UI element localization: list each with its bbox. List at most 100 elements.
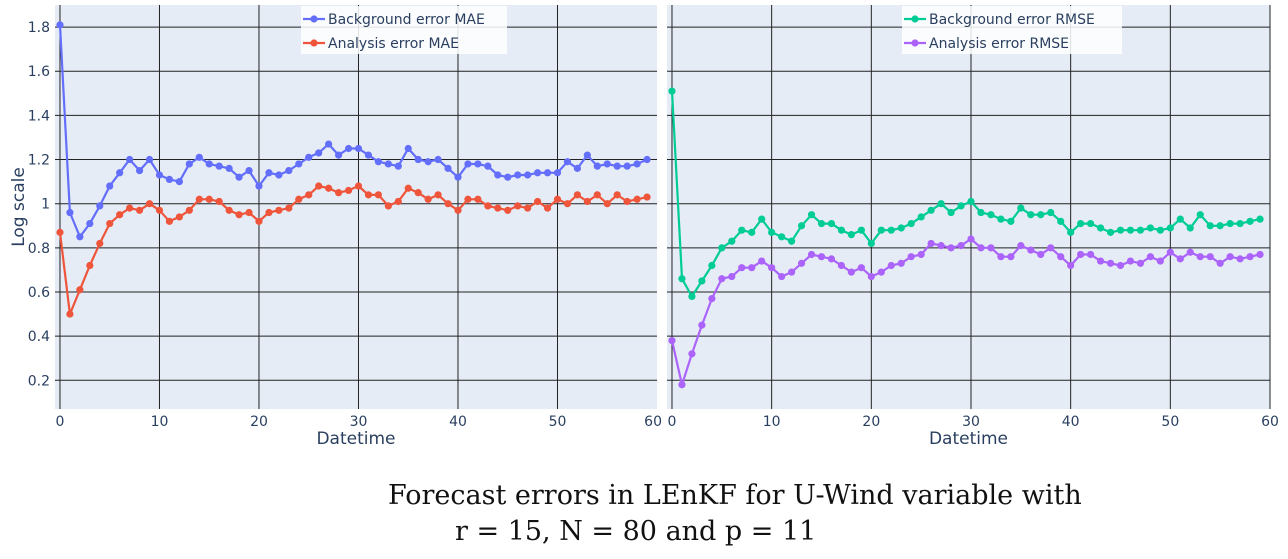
x-axis-title: Datetime — [929, 429, 1008, 449]
data-point — [867, 239, 875, 248]
data-point — [1106, 259, 1115, 267]
data-point — [305, 153, 313, 161]
legend-item[interactable]: Background error RMSE — [904, 12, 1095, 28]
data-point — [265, 169, 273, 177]
data-point — [185, 160, 193, 168]
data-point — [444, 164, 452, 172]
data-point — [484, 202, 492, 210]
data-point — [1106, 228, 1115, 236]
data-point — [668, 336, 676, 345]
data-point — [225, 164, 233, 172]
data-point — [265, 208, 273, 217]
data-point — [195, 153, 203, 161]
data-point — [424, 195, 432, 203]
series-mae-1 — [56, 182, 651, 318]
data-point — [847, 268, 855, 276]
data-point — [255, 217, 263, 225]
data-point — [96, 239, 104, 248]
data-point — [66, 310, 74, 318]
data-point — [66, 208, 74, 217]
data-point — [404, 144, 412, 153]
data-point — [165, 175, 174, 184]
x-tick-label: 20 — [250, 414, 268, 430]
legend: Background error MAE Analysis error MAE — [301, 6, 507, 54]
data-point — [768, 228, 776, 236]
legend-item[interactable]: Background error MAE — [303, 12, 485, 28]
data-point — [145, 200, 154, 208]
plot-area — [667, 5, 1270, 409]
data-point — [404, 184, 412, 192]
legend-item[interactable]: Analysis error MAE — [303, 36, 459, 52]
y-tick-label: 1.8 — [28, 20, 50, 36]
data-point — [1126, 257, 1135, 265]
data-point — [474, 195, 482, 203]
data-point — [76, 286, 84, 294]
data-point — [86, 261, 94, 270]
figure-caption-line2: r = 15, N = 80 and p = 11 — [455, 516, 817, 547]
data-point — [215, 197, 223, 206]
legend-item[interactable]: Analysis error RMSE — [904, 36, 1069, 52]
data-point — [623, 197, 631, 206]
data-point — [514, 202, 522, 210]
data-point — [1256, 250, 1264, 259]
data-point — [106, 219, 114, 228]
legend-label: Background error MAE — [328, 12, 485, 28]
legend-label: Background error RMSE — [929, 12, 1095, 28]
data-point — [384, 160, 392, 168]
x-tick-label: 10 — [763, 414, 781, 430]
data-point — [583, 197, 591, 206]
chart-panel-rmse: 0 10 20 30 40 50 60 Datetime Background error RM… — [667, 5, 1279, 449]
data-point — [295, 160, 303, 168]
data-point — [728, 272, 736, 281]
data-point — [857, 264, 865, 272]
data-point — [613, 162, 621, 170]
data-point — [145, 155, 154, 164]
data-point — [235, 211, 243, 219]
data-point — [887, 261, 895, 270]
data-point — [175, 213, 183, 221]
data-point — [305, 191, 313, 199]
y-tick-label: 0.2 — [28, 373, 50, 389]
x-tick-label: 0 — [668, 414, 677, 430]
data-point — [275, 206, 283, 214]
data-point — [1126, 226, 1135, 234]
data-point — [1007, 217, 1015, 225]
x-tick-label: 60 — [1261, 414, 1279, 430]
data-point — [1186, 248, 1194, 256]
data-point — [987, 244, 995, 252]
data-point — [583, 151, 591, 159]
data-point — [688, 350, 696, 358]
data-point — [678, 381, 686, 389]
data-point — [1246, 253, 1254, 261]
data-point — [524, 171, 532, 179]
data-point — [708, 295, 716, 303]
series-rmse-1 — [668, 235, 1264, 389]
x-tick-label: 0 — [56, 414, 65, 430]
data-point — [643, 155, 651, 164]
data-point — [553, 169, 562, 177]
data-point — [96, 202, 104, 210]
data-point — [334, 151, 343, 159]
legend-swatch-marker — [310, 39, 318, 47]
legend: Background error RMSE Analysis error RMSE — [902, 6, 1122, 54]
data-point — [484, 162, 492, 170]
data-point — [633, 160, 641, 168]
data-point — [1136, 226, 1145, 234]
data-point — [334, 189, 343, 197]
data-point — [1146, 253, 1154, 261]
data-point — [563, 200, 572, 208]
data-point — [623, 162, 631, 170]
data-point — [797, 259, 806, 267]
data-point — [758, 215, 766, 223]
y-axis-title: Log scale — [9, 167, 29, 247]
data-point — [1216, 259, 1224, 267]
data-point — [748, 264, 756, 272]
data-point — [738, 226, 746, 234]
y-tick-label: 0.8 — [28, 241, 50, 257]
data-point — [1116, 261, 1125, 270]
x-axis-title: Datetime — [316, 429, 395, 449]
data-point — [155, 206, 164, 214]
data-point — [1067, 228, 1075, 236]
data-point — [1027, 211, 1035, 219]
